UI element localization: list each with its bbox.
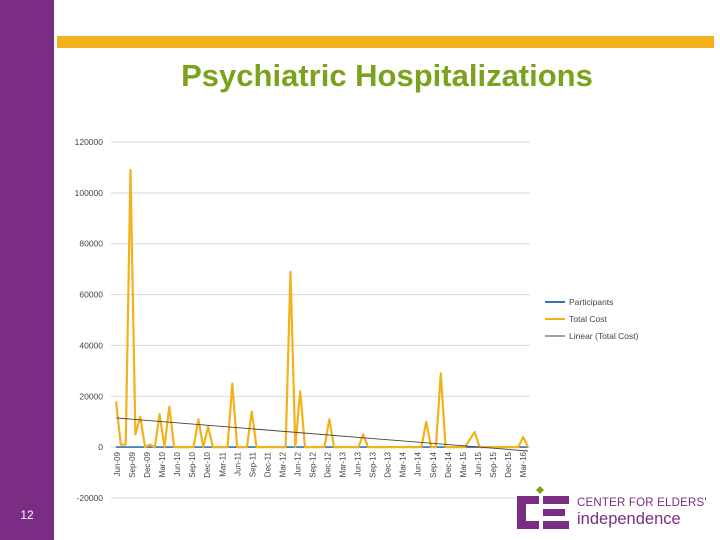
x-tick-label: Sep-15 <box>489 451 498 477</box>
chart-grid <box>111 141 530 499</box>
series-line-linear-total-cost <box>115 417 529 452</box>
y-tick-labels: 120000 100000 80000 60000 40000 20000 0 -20000 <box>75 137 104 503</box>
chart-legend: Participants Total Cost Linear (Total Cost… <box>545 297 639 341</box>
x-tick-label: Dec-14 <box>444 451 453 477</box>
x-tick-label: Sep-12 <box>308 451 317 477</box>
page-number: 12 <box>20 508 34 522</box>
y-tick-label: 60000 <box>79 290 103 300</box>
x-tick-label: Jun-12 <box>293 451 302 476</box>
x-tick-label: Dec-11 <box>263 451 272 477</box>
x-tick-label: Jun-11 <box>233 451 242 475</box>
legend-label: Linear (Total Cost) <box>569 331 639 341</box>
x-tick-label: Mar-11 <box>218 451 227 476</box>
x-tick-label: Sep-10 <box>188 451 197 477</box>
x-tick-label: Mar-12 <box>278 451 287 477</box>
x-tick-label: Jun-10 <box>173 451 182 476</box>
x-tick-label: Mar-13 <box>339 451 348 477</box>
accent-bar <box>57 36 714 48</box>
x-tick-label: Sep-14 <box>429 451 438 477</box>
x-tick-labels: Jun-09 Sep-09 Dec-09 Mar-10 Jun-10 Sep-10 Dec-… <box>113 451 528 477</box>
series-line-total-cost <box>114 168 529 449</box>
y-tick-label: 40000 <box>79 340 103 350</box>
y-tick-label: 80000 <box>79 239 103 249</box>
x-tick-label: Mar-14 <box>399 451 408 477</box>
y-tick-label: 120000 <box>75 137 104 147</box>
x-tick-label: Mar-10 <box>158 451 167 477</box>
x-tick-label: Dec-15 <box>504 451 513 477</box>
legend-label: Total Cost <box>569 314 607 324</box>
x-tick-label: Jun-09 <box>113 451 122 476</box>
y-tick-label: -20000 <box>77 493 104 503</box>
x-tick-label: Dec-09 <box>143 451 152 477</box>
x-tick-label: Jun-13 <box>354 451 363 476</box>
slide-title: Psychiatric Hospitalizations <box>181 58 593 93</box>
x-tick-label: Jun-15 <box>474 451 483 476</box>
sidebar-band <box>0 0 54 540</box>
x-tick-label: Sep-13 <box>369 451 378 477</box>
y-tick-label: 0 <box>98 442 103 452</box>
y-tick-label: 20000 <box>79 391 103 401</box>
chart-series <box>114 168 529 452</box>
y-tick-label: 100000 <box>75 188 104 198</box>
x-tick-label: Dec-12 <box>324 451 333 477</box>
x-tick-label: Dec-10 <box>203 451 212 477</box>
x-tick-label: Sep-11 <box>248 451 257 477</box>
logo-text-line2: independence <box>577 510 681 528</box>
x-tick-label: Dec-13 <box>384 451 393 477</box>
x-tick-label: Mar-15 <box>459 451 468 477</box>
x-tick-label: Sep-09 <box>128 451 137 477</box>
logo-text-line1: CENTER FOR ELDERS' <box>577 497 707 509</box>
logo-mark-icon <box>517 486 569 529</box>
x-tick-label: Mar-16 <box>519 451 528 477</box>
legend-label: Participants <box>569 297 613 307</box>
x-tick-label: Jun-14 <box>414 451 423 476</box>
